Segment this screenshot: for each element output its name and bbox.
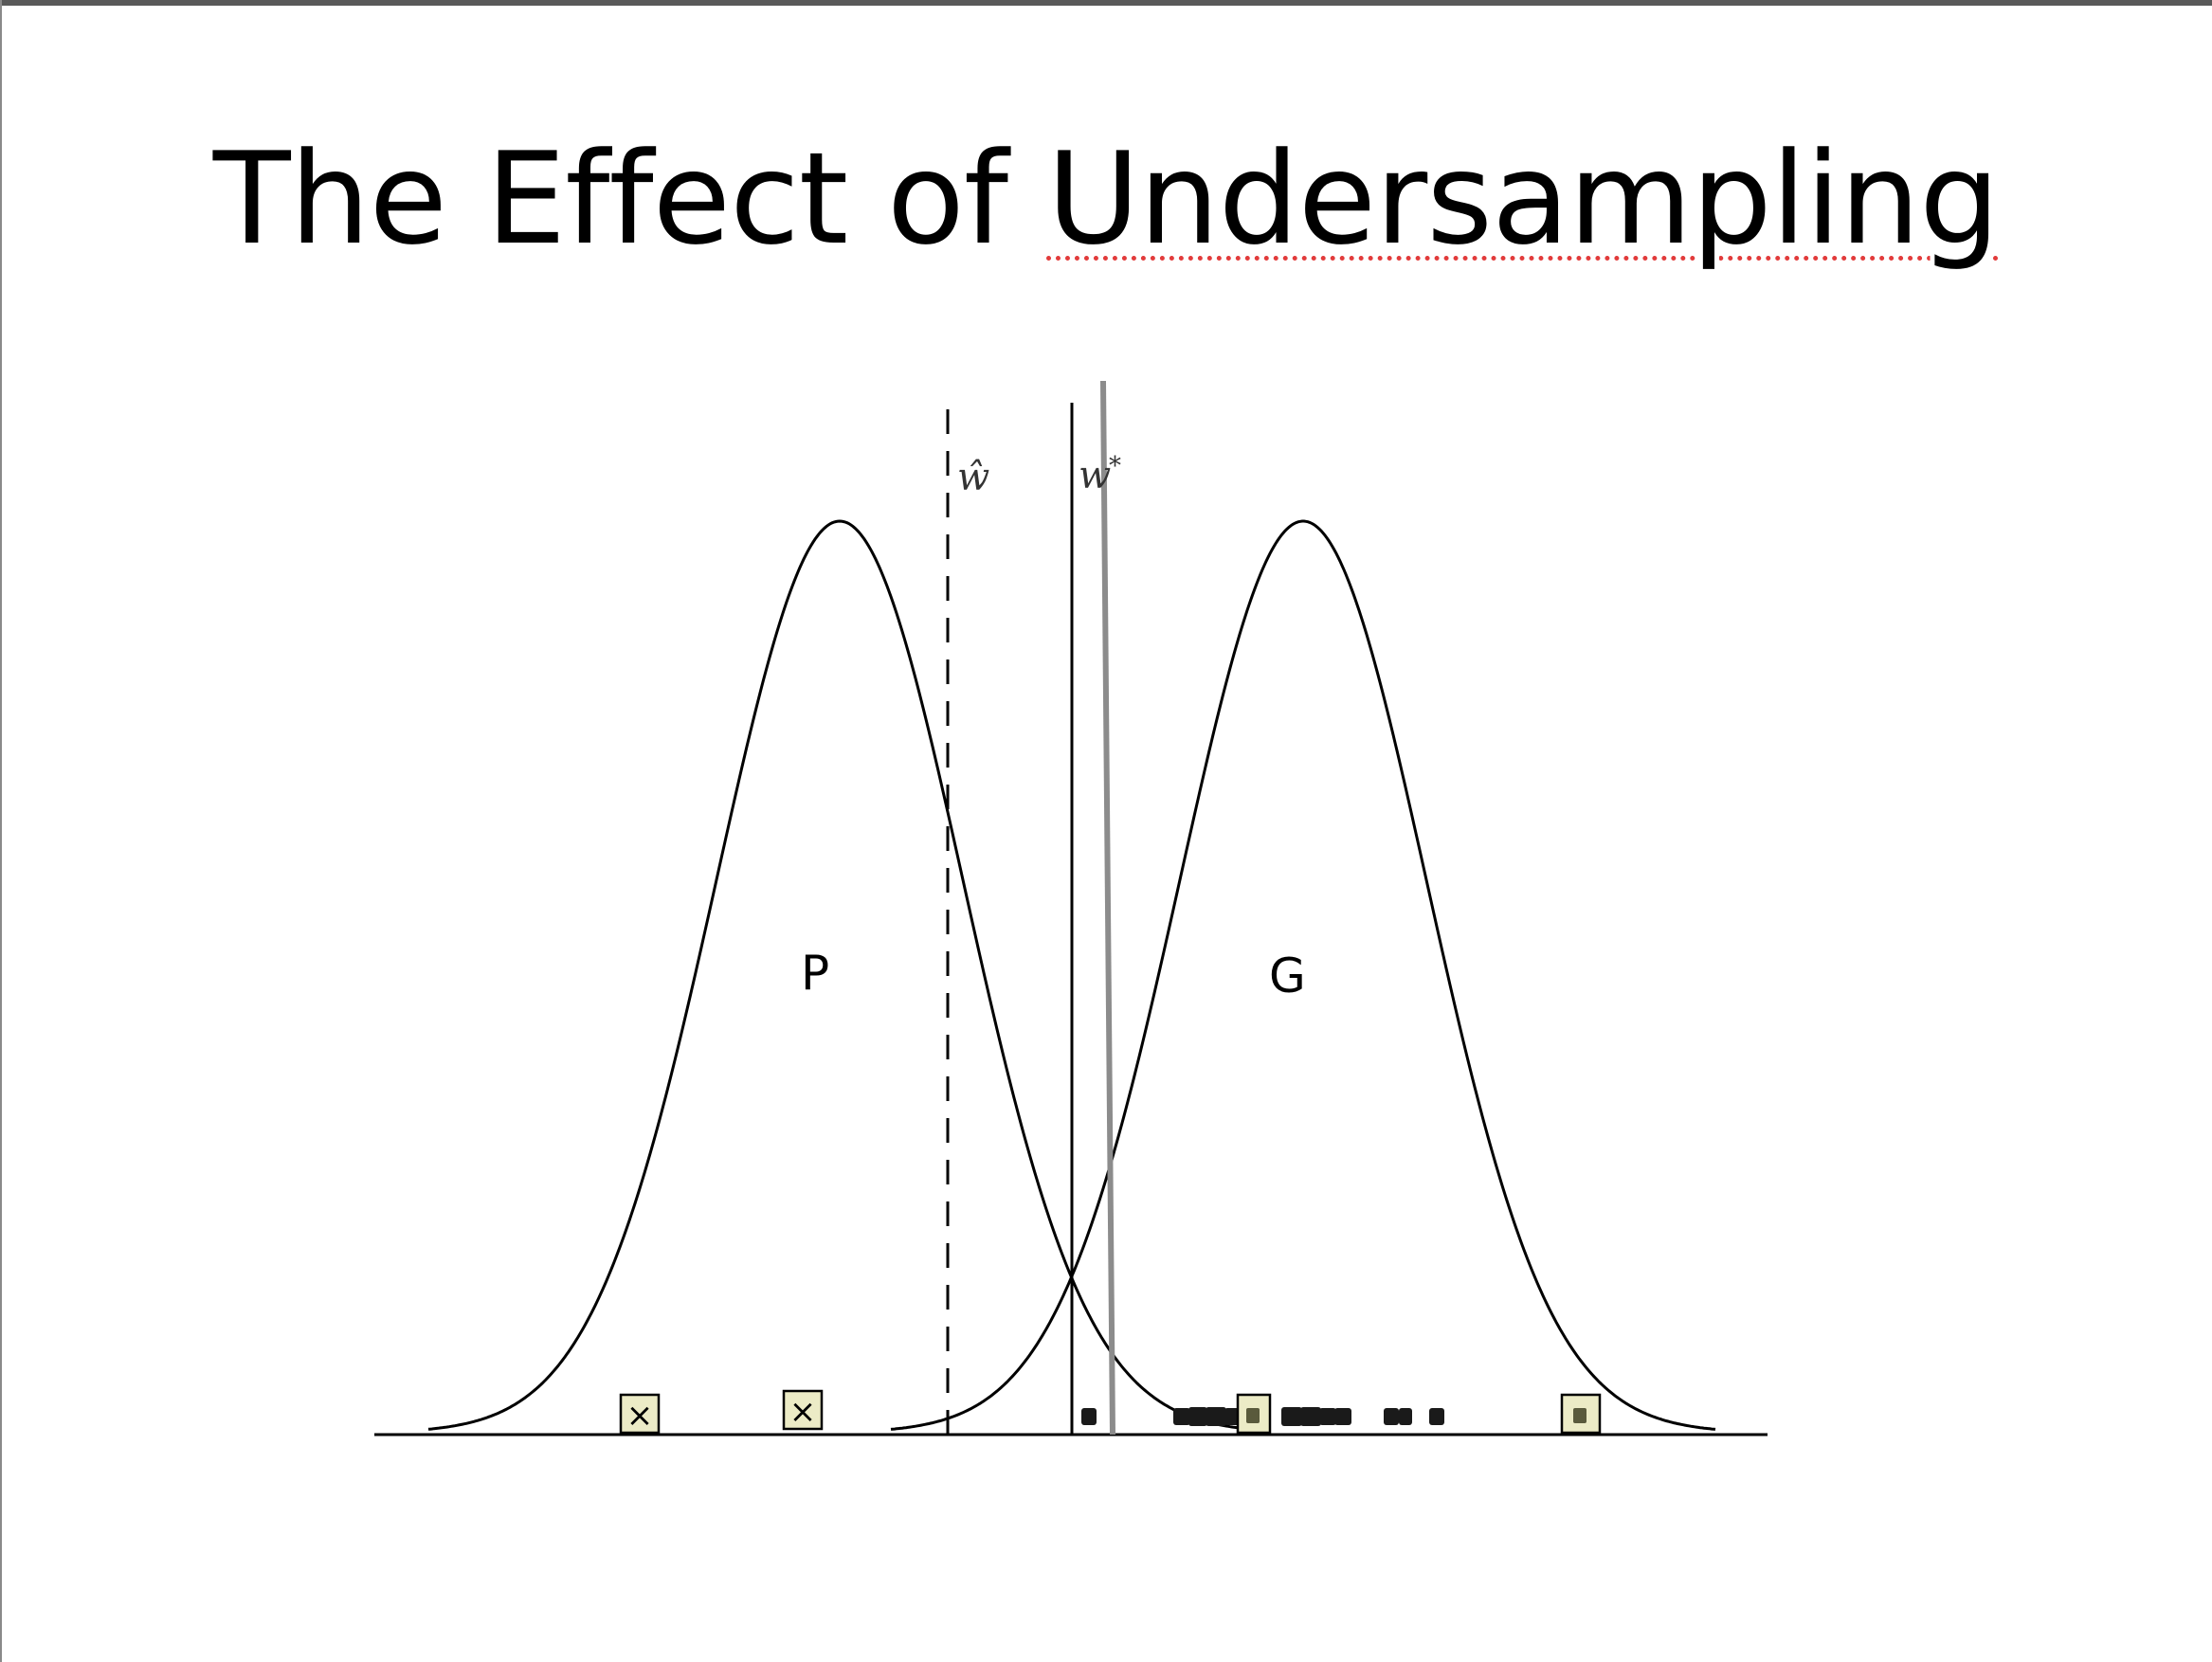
majority-marker: [1188, 1407, 1207, 1426]
distribution-label-g: G: [1269, 948, 1306, 1003]
distribution-curve-g: [890, 519, 1716, 1431]
shifted-boundary-line: [1100, 380, 1115, 1436]
majority-sample-2: [1560, 1393, 1602, 1435]
majority-markers: [1081, 1407, 1444, 1426]
distribution-curve-p: [427, 519, 1252, 1431]
majority-marker: [1206, 1407, 1226, 1426]
minority-sample-2: ×: [782, 1389, 824, 1431]
majority-marker: [1334, 1408, 1351, 1425]
majority-marker: [1300, 1407, 1321, 1426]
true-boundary-superscript: *: [1109, 452, 1121, 480]
minority-sample-2-glyph: ×: [789, 1393, 817, 1431]
majority-marker: [1281, 1407, 1302, 1426]
true-boundary-label: w: [1079, 454, 1111, 497]
majority-sample-1: [1236, 1393, 1272, 1435]
title-prefix: The Effect of: [212, 125, 1047, 273]
title-underlined-word: Undersampling: [1046, 125, 2001, 273]
majority-marker: [1429, 1408, 1444, 1425]
majority-marker: [1319, 1408, 1336, 1425]
majority-marker: [1399, 1408, 1412, 1425]
window-top-border: [0, 0, 2212, 6]
distribution-label-p: P: [801, 946, 829, 1001]
majority-marker: [1173, 1408, 1190, 1425]
minority-sample-1-glyph: ×: [626, 1397, 654, 1435]
slide-title: The Effect of Undersampling: [0, 114, 2212, 284]
majority-marker: [1384, 1408, 1399, 1425]
majority-marker: [1081, 1408, 1097, 1425]
window-left-border: [0, 0, 2, 1662]
estimated-boundary-label: ŵ: [957, 456, 989, 499]
minority-sample-1: ×: [619, 1393, 661, 1435]
